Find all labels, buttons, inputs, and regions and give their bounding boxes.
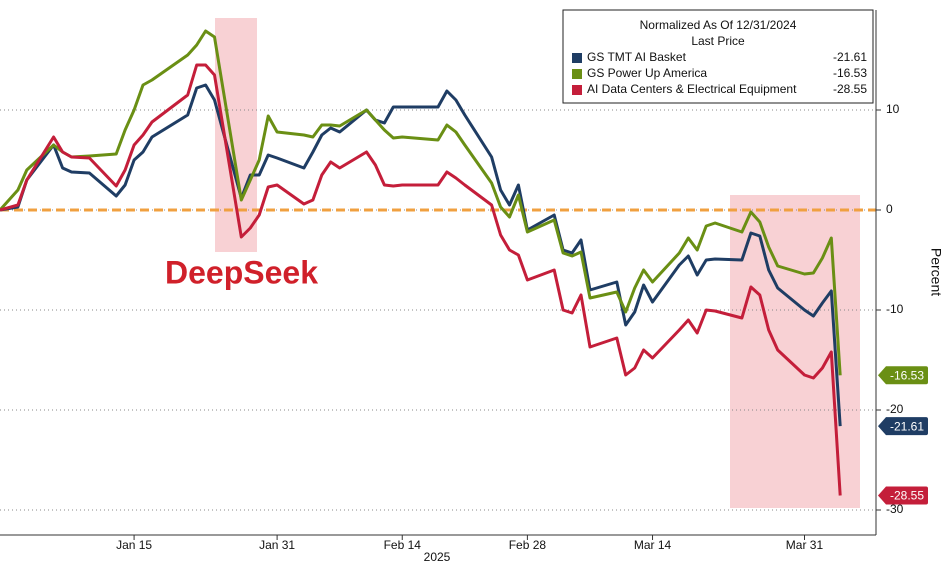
y-tick-label: -20	[886, 402, 904, 416]
shaded-region	[215, 18, 257, 252]
legend-swatch	[572, 69, 582, 79]
annotation: DeepSeek	[165, 254, 318, 290]
legend-title: Normalized As Of 12/31/2024	[640, 18, 797, 32]
legend-value: -28.55	[833, 82, 867, 96]
end-tag-label: -16.53	[890, 368, 924, 382]
legend-value: -16.53	[833, 66, 867, 80]
legend-label: GS Power Up America	[587, 66, 707, 80]
y-tick-label: -30	[886, 502, 904, 516]
series-line	[0, 83, 842, 427]
legend-label: AI Data Centers & Electrical Equipment	[587, 82, 797, 96]
x-tick-label: Jan 15	[116, 538, 152, 552]
y-tick-label: 0	[886, 202, 893, 216]
series-line	[0, 63, 842, 496]
x-tick-label: Mar 31	[786, 538, 824, 552]
legend-swatch	[572, 85, 582, 95]
x-tick-label: Feb 28	[509, 538, 547, 552]
legend-label: GS TMT AI Basket	[587, 50, 687, 64]
legend-value: -21.61	[833, 50, 867, 64]
lines	[0, 29, 876, 496]
y-tick-label: 10	[886, 102, 900, 116]
series-line	[0, 29, 842, 376]
legend-box	[562, 9, 874, 104]
x-tick-label: Feb 14	[384, 538, 422, 552]
end-tag-label: -28.55	[890, 489, 924, 503]
y-axis-label: Percent	[928, 248, 944, 296]
y-tick-label: -10	[886, 302, 904, 316]
end-tag	[878, 366, 928, 385]
x-axis-label: 2025	[424, 550, 451, 564]
shaded-region	[730, 195, 860, 508]
legend-swatch	[572, 53, 582, 63]
end-tag	[878, 486, 928, 505]
end-tag-label: -21.61	[890, 419, 924, 433]
x-tick-label: Mar 14	[634, 538, 672, 552]
x-tick-label: Jan 31	[259, 538, 295, 552]
legend-subtitle: Last Price	[691, 34, 745, 48]
end-tag	[878, 417, 928, 436]
